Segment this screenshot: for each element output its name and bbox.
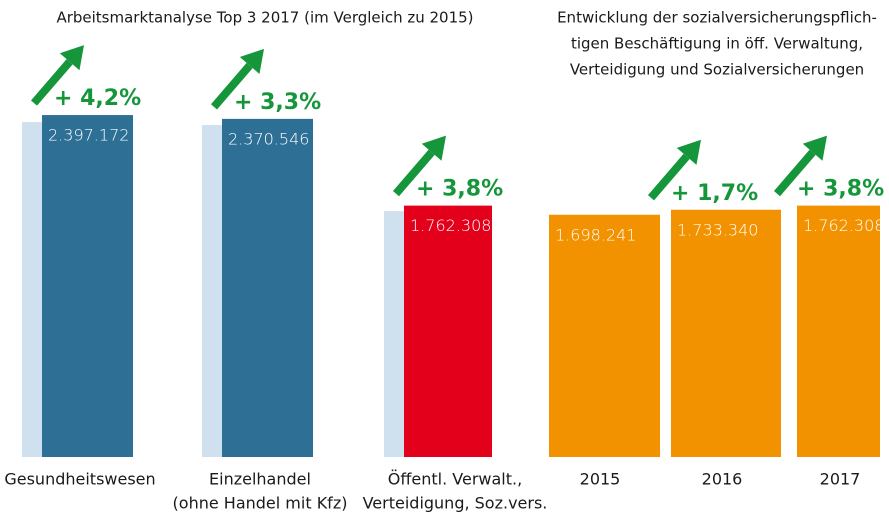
x-tick-label: Gesundheitswesen [4,470,155,489]
change-arrow [30,45,84,106]
change-label: + 1,7% [671,181,758,206]
value-label: 2.370.546 [228,129,309,148]
arrow-head [676,139,701,165]
arrow-head [421,135,446,161]
arrow-shaft [392,149,435,197]
x-tick-label: 2017 [820,470,861,489]
arrow-head [802,135,827,161]
chart-title: Verteidigung und Sozialversicherungen [570,61,864,79]
arrow-shaft [30,59,73,106]
x-tick-label: 2015 [580,470,621,489]
change-label: + 4,2% [54,86,141,111]
change-arrow [210,48,264,110]
value-label: 1.698.241 [555,225,636,244]
change-label: + 3,8% [416,177,503,202]
change-arrow [392,135,446,197]
bar [797,205,880,457]
bar [404,205,492,457]
bar-previous [384,211,406,457]
change-arrow [647,139,701,201]
value-label: 1.762.308 [803,216,884,235]
chart-title: Arbeitsmarktanalyse Top 3 2017 (im Vergl… [56,9,473,27]
x-tick-label: Einzelhandel [209,470,311,489]
x-tick-label: Öffentl. Verwalt., [388,470,522,489]
value-label: 2.397.172 [48,126,129,145]
value-label: 1.762.308 [410,216,491,235]
bar [222,118,313,457]
bar [671,209,781,457]
x-tick-label: (ohne Handel mit Kfz) [173,494,348,513]
arrow-shaft [773,149,816,197]
arrow-head [239,48,264,75]
bar-previous [22,122,44,457]
arrow-shaft [210,62,253,110]
arrow-shaft [647,153,690,201]
change-label: + 3,3% [234,90,321,115]
value-label: 1.733.340 [677,220,758,239]
bar [42,115,133,457]
bar-previous [202,125,224,457]
arrow-head [59,45,84,71]
change-arrow [773,135,827,197]
x-tick-label: Verteidigung, Soz.vers. [363,494,548,513]
chart-title: tigen Beschäftigung in öff. Verwaltung, [571,35,863,53]
chart-title: Entwicklung der sozialversicherungspflic… [557,9,877,27]
bar [549,214,660,457]
change-label: + 3,8% [797,177,884,202]
x-tick-label: 2016 [702,470,743,489]
